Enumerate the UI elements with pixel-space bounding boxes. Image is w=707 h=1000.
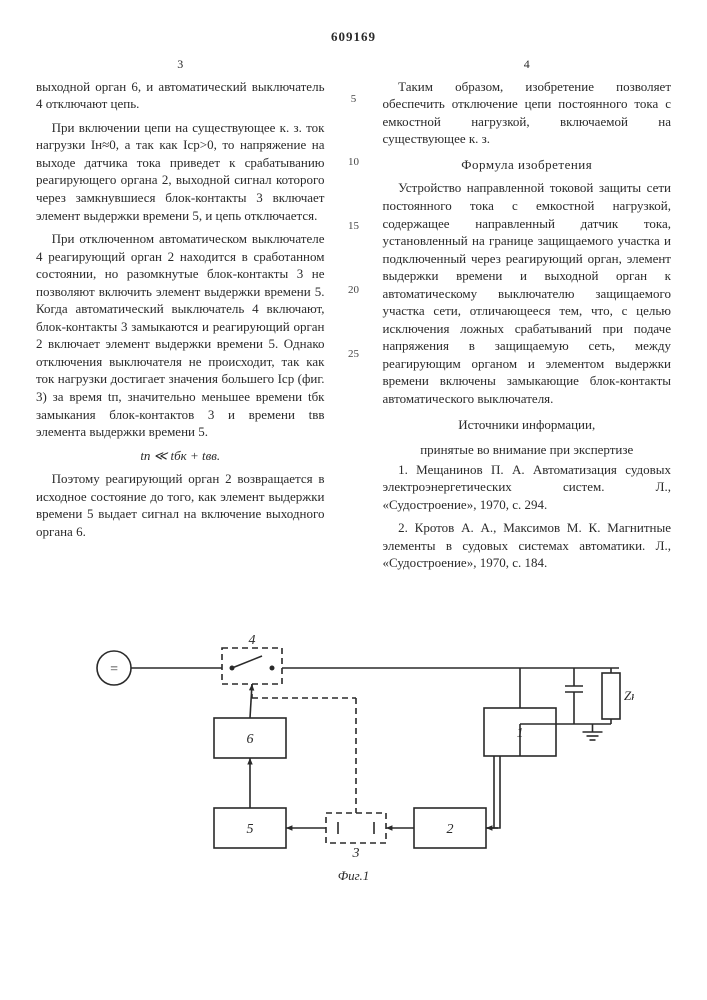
svg-text:5: 5 bbox=[246, 822, 253, 837]
svg-text:3: 3 bbox=[351, 846, 359, 858]
left-formula: tп ≪ tбк + tвв. bbox=[36, 447, 325, 465]
line-mark: 5 bbox=[345, 92, 363, 107]
figure-caption: Фиг.1 bbox=[36, 867, 671, 885]
claim-text: Устройство направленной токовой защиты с… bbox=[383, 179, 672, 407]
left-p1: выходной орган 6, и автоматический выклю… bbox=[36, 78, 325, 113]
left-p2: При включении цепи на существующее к. з.… bbox=[36, 119, 325, 224]
doc-number: 609169 bbox=[36, 28, 671, 46]
left-col-num: 3 bbox=[36, 56, 325, 72]
svg-text:4: 4 bbox=[248, 633, 255, 648]
svg-text:6: 6 bbox=[246, 732, 253, 747]
claims-heading: Формула изобретения bbox=[383, 156, 672, 174]
right-col-num: 4 bbox=[383, 56, 672, 72]
right-p1: Таким образом, изобретение позволяет обе… bbox=[383, 78, 672, 148]
svg-text:=: = bbox=[109, 662, 118, 677]
left-p4: Поэтому реагирующий орган 2 возвращается… bbox=[36, 470, 325, 540]
line-mark: 15 bbox=[345, 219, 363, 234]
ref-2: 2. Кротов А. А., Максимов М. К. Магнитны… bbox=[383, 519, 672, 572]
right-column: 4 Таким образом, изобретение позволяет о… bbox=[383, 56, 672, 578]
left-column: 3 выходной орган 6, и автоматический вык… bbox=[36, 56, 325, 578]
line-mark: 10 bbox=[345, 155, 363, 170]
refs-heading-2: принятые во внимание при экспертизе bbox=[383, 441, 672, 459]
columns: 3 выходной орган 6, и автоматический вык… bbox=[36, 56, 671, 578]
svg-text:Zнг: Zнг bbox=[624, 688, 634, 703]
line-number-gutter: 5 10 15 20 25 bbox=[345, 56, 363, 578]
line-mark: 20 bbox=[345, 283, 363, 298]
refs-heading-1: Источники информации, bbox=[383, 416, 672, 434]
line-mark: 25 bbox=[345, 347, 363, 362]
figure-1: =41Zнг2356 Фиг.1 bbox=[36, 618, 671, 884]
left-p3: При отключенном автоматическом выключате… bbox=[36, 230, 325, 441]
ref-1: 1. Мещанинов П. А. Автоматизация судовых… bbox=[383, 461, 672, 514]
circuit-diagram: =41Zнг2356 bbox=[74, 618, 634, 858]
svg-text:2: 2 bbox=[446, 822, 453, 837]
